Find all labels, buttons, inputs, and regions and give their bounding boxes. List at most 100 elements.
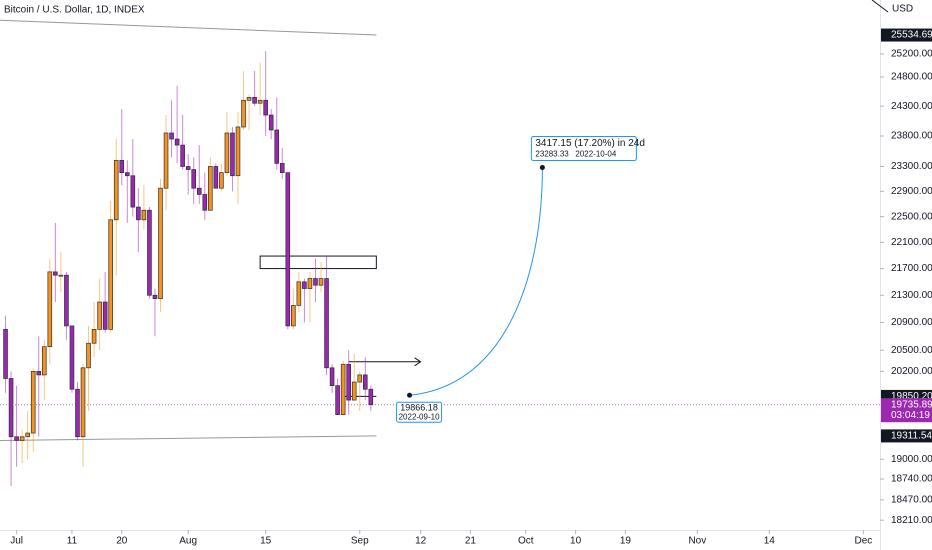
candle-body [224,132,230,173]
candle-body [274,129,280,164]
x-tick-label: Nov [688,536,706,547]
x-tick-label: 11 [67,536,78,547]
forecast-start-point [407,392,413,398]
candle-body [318,278,324,286]
x-tick-label: Sep [351,536,369,547]
candle-body [268,114,274,131]
candle-body [180,144,185,167]
candle-body [75,388,80,438]
channel-upper-label: 25534.69 [891,30,932,41]
candle-body [102,301,108,330]
candle-body [235,126,241,177]
candle-body [91,329,97,344]
candle-body [64,274,69,327]
candle-body [340,363,346,415]
candle-body [230,132,235,177]
forecast-end-date: 2022-10-04 [575,150,616,159]
y-tick-label: 23300.00 [891,161,932,172]
x-tick-label: 10 [570,536,582,547]
current-price-label: 19735.89 [891,399,932,410]
y-tick-label: 23800.00 [891,131,932,142]
level-label: 19850.20 [891,391,932,402]
candle-body [302,281,307,289]
candle-body [241,99,246,128]
x-tick-label: 14 [764,536,776,547]
channel-line [0,19,377,36]
candle-body [329,367,335,386]
candle-body [152,294,158,299]
candle-body [246,96,252,101]
candle-body [47,271,53,348]
currency-label: USD [892,4,913,15]
candle-body [185,166,191,170]
candle-body [130,175,136,208]
current-price-bg [881,398,932,423]
candle-body [202,194,208,211]
forecast-curve [409,167,543,396]
candle-body [191,169,196,189]
rectangle [259,255,377,270]
candle-body [213,166,219,189]
candle-body [30,371,36,434]
forecast-start-price: 19866.18 [400,403,438,413]
candle-body [368,388,374,406]
y-tick-label: 24800.00 [891,72,932,83]
x-tick-label: 19 [620,536,632,547]
x-tick-label: Oct [518,536,534,547]
y-tick-label: 22500.00 [891,211,932,222]
candle-body [125,172,130,177]
candle-body [136,206,141,221]
candle-body [163,132,169,189]
candle-body [307,278,313,289]
candle-body [285,172,291,327]
y-tick-label: 19000.00 [891,454,932,465]
y-tick-label: 18470.00 [891,494,932,505]
forecast-end-point [539,165,545,171]
candle-body [25,432,30,438]
candle-body [257,99,263,104]
forecast-end-price: 23283.33 [535,150,569,159]
candle-body [3,329,8,379]
y-tick-label: 24300.00 [891,101,932,112]
channel-line [0,435,377,441]
candle-body [351,381,357,401]
candle-body [291,305,296,327]
candle-body [97,301,102,330]
candle-body [19,436,25,441]
channel-lower-label: 19311.54 [891,431,932,442]
candle-body [8,378,14,438]
candle-body [158,187,163,299]
candle-body [58,274,64,277]
candle-body [335,385,340,415]
candle-body [279,163,285,173]
candle-body [208,166,213,211]
candle-body [80,367,86,438]
forecast-end-box [530,136,637,162]
candle-body [113,159,119,221]
title-bg [0,2,150,18]
y-tick-label: 22100.00 [891,237,932,248]
y-tick-label: 20200.00 [891,366,932,377]
candle-body [263,99,268,116]
candle-body [346,363,351,401]
y-tick-label: 22900.00 [891,186,932,197]
y-tick-label: 18210.00 [891,515,932,526]
candle-body [41,346,47,376]
x-tick-label: 15 [260,536,272,547]
candle-body [219,172,224,189]
arrow-head [414,357,422,367]
y-tick-label: 21300.00 [891,290,932,301]
axes: 25200.00 24800.00 24300.00 23800.00 23300.00… [10,28,932,547]
countdown-label: 03:04:19 [891,410,930,421]
candle-body [119,159,125,173]
x-tick-label: 20 [116,536,128,547]
channel-upper-label-bg [881,28,932,42]
y-tick-label: 18740.00 [891,474,932,485]
candle-body [169,132,174,140]
candle-body [108,219,113,330]
candle-body [86,342,91,369]
x-tick-label: Dec [854,536,872,547]
candle-body [53,271,58,276]
